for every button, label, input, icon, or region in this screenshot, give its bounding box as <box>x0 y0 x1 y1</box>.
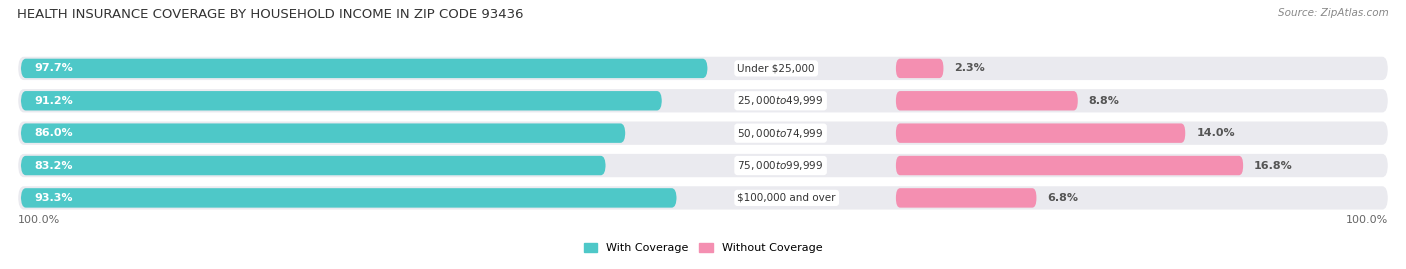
Text: $25,000 to $49,999: $25,000 to $49,999 <box>738 94 824 107</box>
Text: 14.0%: 14.0% <box>1197 128 1234 138</box>
FancyBboxPatch shape <box>18 57 1388 80</box>
Text: 93.3%: 93.3% <box>35 193 73 203</box>
Text: 8.8%: 8.8% <box>1088 96 1119 106</box>
Text: $50,000 to $74,999: $50,000 to $74,999 <box>738 127 824 140</box>
Text: $100,000 and over: $100,000 and over <box>738 193 837 203</box>
FancyBboxPatch shape <box>18 154 1388 177</box>
FancyBboxPatch shape <box>896 188 1036 208</box>
Text: 100.0%: 100.0% <box>18 215 60 225</box>
FancyBboxPatch shape <box>896 156 1243 175</box>
FancyBboxPatch shape <box>896 59 943 78</box>
Text: 16.8%: 16.8% <box>1254 161 1294 171</box>
Text: HEALTH INSURANCE COVERAGE BY HOUSEHOLD INCOME IN ZIP CODE 93436: HEALTH INSURANCE COVERAGE BY HOUSEHOLD I… <box>17 8 523 21</box>
Legend: With Coverage, Without Coverage: With Coverage, Without Coverage <box>583 243 823 253</box>
Text: 86.0%: 86.0% <box>35 128 73 138</box>
FancyBboxPatch shape <box>21 91 662 111</box>
Text: Under $25,000: Under $25,000 <box>738 63 815 73</box>
FancyBboxPatch shape <box>18 186 1388 210</box>
FancyBboxPatch shape <box>21 59 707 78</box>
FancyBboxPatch shape <box>18 122 1388 145</box>
Text: $75,000 to $99,999: $75,000 to $99,999 <box>738 159 824 172</box>
FancyBboxPatch shape <box>896 123 1185 143</box>
Text: 97.7%: 97.7% <box>35 63 73 73</box>
Text: 83.2%: 83.2% <box>35 161 73 171</box>
FancyBboxPatch shape <box>21 123 626 143</box>
Text: 100.0%: 100.0% <box>1346 215 1388 225</box>
Text: 2.3%: 2.3% <box>955 63 986 73</box>
Text: 91.2%: 91.2% <box>35 96 73 106</box>
FancyBboxPatch shape <box>18 89 1388 112</box>
FancyBboxPatch shape <box>21 156 606 175</box>
Text: Source: ZipAtlas.com: Source: ZipAtlas.com <box>1278 8 1389 18</box>
FancyBboxPatch shape <box>21 188 676 208</box>
FancyBboxPatch shape <box>896 91 1078 111</box>
Text: 6.8%: 6.8% <box>1047 193 1078 203</box>
